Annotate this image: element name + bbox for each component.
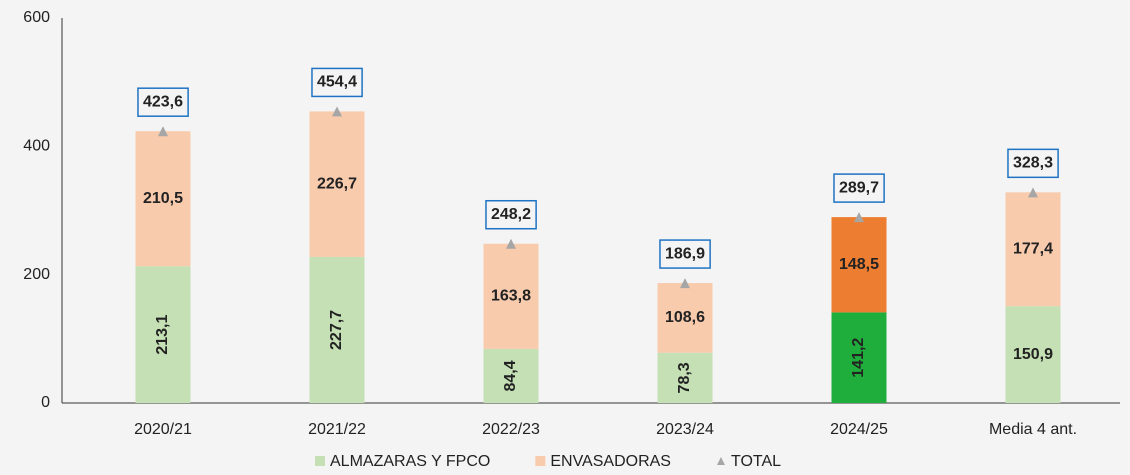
legend-label: ALMAZARAS Y FPCO <box>330 453 490 470</box>
total-marker <box>680 278 690 289</box>
total-marker <box>506 238 516 249</box>
total-label-box <box>485 199 537 230</box>
bar-segment <box>309 111 365 257</box>
value-label: 227,7 <box>328 310 345 350</box>
bar-segment <box>657 352 713 403</box>
x-tick-label: 2023/24 <box>656 421 714 438</box>
y-tick-label: 400 <box>23 138 50 155</box>
bar-segment <box>657 283 713 353</box>
legend-marker <box>716 457 725 465</box>
bar-segment <box>483 348 539 403</box>
legend-label: ENVASADORAS <box>550 453 671 470</box>
legend-label: TOTAL <box>731 453 781 470</box>
total-label-box <box>1007 148 1059 179</box>
legend-swatch <box>535 456 546 466</box>
total-marker <box>1028 187 1038 198</box>
value-label: 84,4 <box>502 360 519 391</box>
value-label: 210,5 <box>143 190 183 207</box>
x-tick-label: 2021/22 <box>308 421 366 438</box>
total-label-box <box>833 173 885 203</box>
value-label: 213,1 <box>154 315 171 355</box>
bar-segment <box>135 131 191 267</box>
total-label-box <box>137 87 189 117</box>
value-label: 177,4 <box>1013 240 1053 257</box>
value-label: 141,2 <box>850 338 867 378</box>
total-marker <box>332 106 342 117</box>
value-label: 226,7 <box>317 175 357 192</box>
x-tick-label: 2020/21 <box>134 421 192 438</box>
total-label: 289,7 <box>839 179 879 196</box>
value-label: 78,3 <box>676 362 693 393</box>
y-tick-label: 600 <box>23 9 50 26</box>
bar-segment <box>135 266 191 403</box>
total-label: 248,2 <box>491 206 531 223</box>
x-tick-label: 2024/25 <box>830 421 888 438</box>
bar-segment <box>831 312 887 403</box>
total-label-box <box>659 239 711 269</box>
total-label: 423,6 <box>143 93 183 110</box>
bar-segment <box>483 243 539 349</box>
total-marker <box>854 212 864 223</box>
value-label: 108,6 <box>665 309 705 326</box>
x-tick-label: 2022/23 <box>482 421 540 438</box>
total-label: 454,4 <box>317 74 357 91</box>
total-label-box <box>311 67 363 98</box>
value-label: 150,9 <box>1013 346 1053 363</box>
total-marker <box>158 126 168 137</box>
total-label: 186,9 <box>665 245 705 262</box>
bar-segment <box>1005 306 1061 403</box>
value-label: 148,5 <box>839 256 879 273</box>
legend-swatch <box>315 456 325 466</box>
bar-segment <box>1005 192 1061 307</box>
x-tick-label: Media 4 ant. <box>989 421 1077 438</box>
y-tick-label: 0 <box>41 394 50 411</box>
bar-segment <box>309 256 365 403</box>
y-tick-label: 200 <box>23 266 50 283</box>
bar-segment <box>831 217 887 313</box>
value-label: 163,8 <box>491 288 531 305</box>
total-label: 328,3 <box>1013 155 1053 172</box>
